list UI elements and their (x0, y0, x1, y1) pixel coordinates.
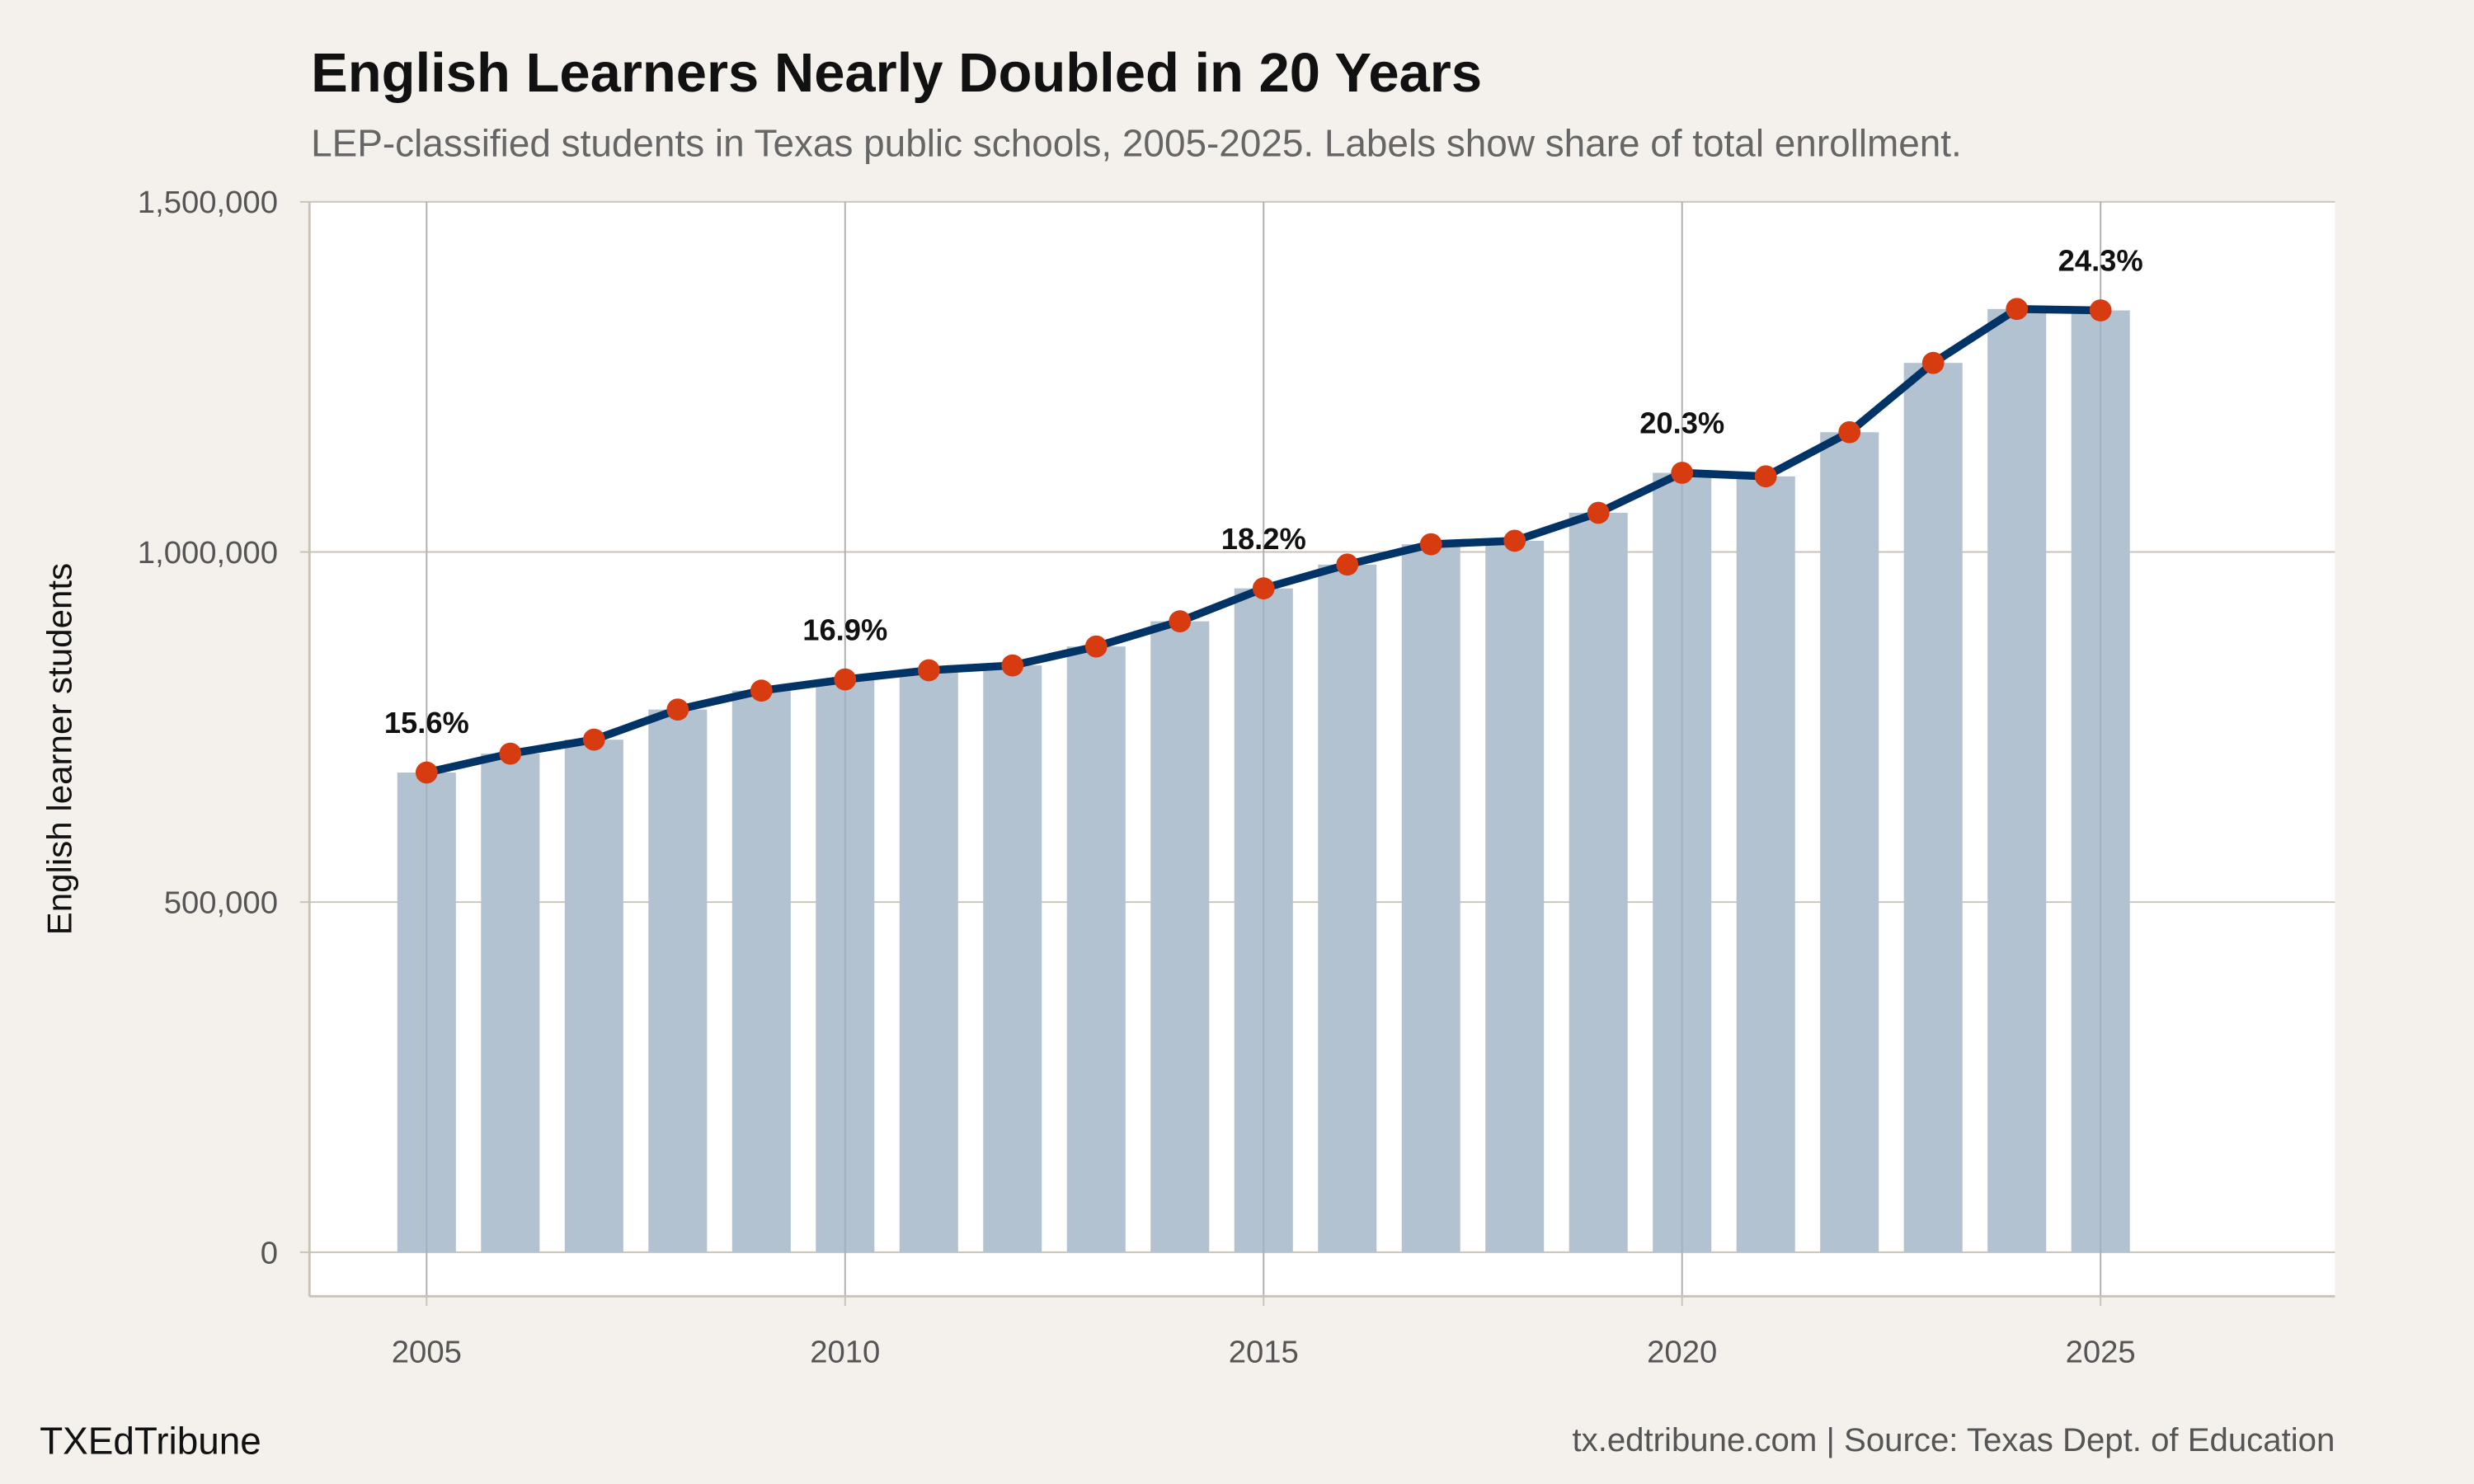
bar-2007 (564, 740, 623, 1252)
x-tick-label: 2020 (1647, 1335, 1717, 1370)
point-2019 (1587, 501, 1610, 524)
point-2025 (2089, 299, 2112, 322)
y-axis-ticks: 0 500,000 1,000,000 1,500,000 (138, 185, 310, 1270)
bar-2017 (1401, 544, 1460, 1252)
bar-2025 (2071, 310, 2130, 1252)
chart-title: English Learners Nearly Doubled in 20 Ye… (311, 42, 1482, 104)
bar-2009 (731, 690, 791, 1252)
point-2023 (1921, 351, 1945, 374)
points (415, 298, 2112, 784)
x-tick-label: 2015 (1229, 1335, 1299, 1370)
bar-2010 (816, 679, 875, 1252)
x-tick-label: 2005 (392, 1335, 462, 1370)
point-2013 (1084, 635, 1108, 658)
y-tick-label: 1,500,000 (138, 185, 278, 220)
point-2006 (499, 742, 522, 765)
bar-2024 (1987, 308, 2047, 1252)
y-tick-label: 1,000,000 (138, 535, 278, 571)
bar-2013 (1066, 646, 1126, 1252)
bar-2008 (648, 709, 708, 1252)
bar-2014 (1150, 621, 1210, 1252)
data-label-2015: 18.2% (1221, 522, 1306, 556)
x-axis-ticks: 2005 2010 2015 2020 2025 (392, 1296, 2136, 1370)
bar-2011 (899, 670, 958, 1252)
point-2010 (834, 668, 857, 691)
point-2015 (1252, 577, 1275, 600)
point-2011 (917, 659, 940, 682)
point-2016 (1336, 553, 1359, 576)
bar-2019 (1569, 512, 1628, 1252)
point-2024 (2006, 298, 2029, 321)
data-labels: 15.6% 16.9% 18.2% 20.3% 24.3% (384, 244, 2143, 740)
point-2009 (750, 679, 773, 702)
bar-2012 (983, 665, 1042, 1252)
brand-logo: TXEdTribune (40, 1420, 261, 1463)
y-tick-label: 0 (261, 1235, 278, 1270)
bar-2018 (1485, 540, 1545, 1252)
data-label-2025: 24.3% (2058, 244, 2143, 278)
bar-2020 (1653, 472, 1712, 1252)
y-tick-label: 500,000 (164, 885, 278, 921)
bars (397, 308, 2130, 1252)
bar-2016 (1318, 564, 1377, 1252)
bar-2006 (481, 754, 540, 1252)
point-2012 (1001, 654, 1024, 677)
point-2008 (666, 698, 689, 721)
point-2022 (1838, 420, 1861, 444)
point-2020 (1671, 462, 1694, 484)
bar-2023 (1903, 363, 1963, 1252)
x-tick-label: 2025 (2066, 1335, 2136, 1370)
gridlines-overlay (426, 201, 2102, 1297)
bar-2022 (1820, 432, 1879, 1252)
data-label-2020: 20.3% (1639, 406, 1724, 440)
bar-2015 (1234, 588, 1293, 1252)
point-2017 (1419, 533, 1442, 556)
bar-2021 (1736, 476, 1795, 1252)
point-2018 (1503, 529, 1526, 552)
x-tick-label: 2010 (810, 1335, 880, 1370)
data-label-2010: 16.9% (802, 613, 887, 646)
point-2005 (415, 761, 438, 784)
y-axis-label: English learner students (40, 563, 78, 935)
data-label-2005: 15.6% (384, 706, 469, 740)
point-2007 (582, 728, 605, 751)
point-2021 (1754, 465, 1777, 488)
chart-subtitle: LEP-classified students in Texas public … (311, 121, 1962, 164)
bar-2005 (397, 773, 456, 1252)
source-note: tx.edtribune.com | Source: Texas Dept. o… (1572, 1421, 2335, 1458)
point-2014 (1169, 610, 1192, 632)
